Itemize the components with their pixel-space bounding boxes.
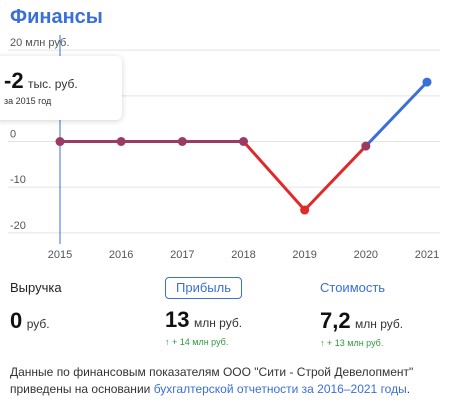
tooltip-caption: за 2015 год	[4, 96, 52, 106]
series-segment	[242, 140, 307, 212]
x-tick-label: 2015	[48, 249, 72, 261]
source-note-link[interactable]: бухгалтерской отчетности за 2016–2021 го…	[153, 382, 407, 396]
finance-chart-svg: 20 млн руб. 0 -10 -20 2015 2016 2017 2018 2019 20…	[8, 35, 440, 261]
tooltip-unit: тыс. руб.	[28, 77, 78, 91]
finance-chart[interactable]: 20 млн руб. 0 -10 -20 2015 2016 2017 2018 2019 20…	[0, 30, 466, 270]
metric-worth[interactable]: Стоимость 7,2 млн руб. ↑ + 13 млн руб.	[320, 276, 403, 348]
data-point	[300, 205, 310, 215]
y-tick-label: 20 млн руб.	[10, 37, 69, 49]
tooltip-value: -2	[4, 68, 24, 93]
x-tick-label: 2021	[415, 249, 439, 261]
metric-worth-unit: млн руб.	[355, 317, 404, 331]
metric-revenue-value: 0 руб.	[10, 308, 62, 334]
metric-worth-number: 7,2	[320, 308, 351, 333]
metric-worth-link[interactable]: Стоимость	[320, 280, 386, 295]
metric-worth-value: 7,2 млн руб.	[320, 308, 403, 334]
chart-tooltip: -2 тыс. руб. за 2015 год	[0, 56, 122, 120]
x-tick-label: 2016	[109, 249, 133, 261]
metric-profit-number: 13	[165, 307, 190, 332]
metric-revenue-unit: руб.	[26, 317, 50, 331]
source-note-end: .	[406, 382, 411, 396]
data-point	[239, 137, 248, 146]
x-tick-label: 2020	[354, 249, 378, 261]
metric-profit[interactable]: Прибыль 13 млн руб. ↑ + 14 млн руб.	[165, 276, 242, 347]
series-segment	[303, 144, 368, 212]
x-tick-label: 2018	[231, 249, 255, 261]
metric-revenue[interactable]: Выручка 0 руб.	[10, 276, 62, 334]
metrics-row: Выручка 0 руб. Прибыль 13 млн руб. ↑ + 1…	[0, 276, 466, 352]
data-point	[116, 137, 126, 146]
source-note-text: Данные по финансовым показателям ООО "Си…	[10, 365, 414, 396]
metric-profit-unit: млн руб.	[193, 316, 243, 330]
y-tick-label: 0	[10, 129, 16, 141]
data-point	[177, 137, 187, 146]
y-tick-label: -10	[10, 174, 26, 186]
data-point	[361, 141, 371, 151]
source-note: Данные по финансовым показателям ООО "Си…	[10, 364, 460, 398]
x-tick-label: 2017	[170, 249, 194, 261]
metric-revenue-number: 0	[10, 308, 23, 333]
metric-worth-delta: ↑ + 13 млн руб.	[320, 338, 384, 348]
data-point	[55, 137, 65, 147]
y-tick-label: -20	[10, 220, 26, 232]
metric-revenue-label[interactable]: Выручка	[10, 280, 62, 295]
series-segment	[364, 80, 429, 148]
metric-profit-button[interactable]: Прибыль	[165, 277, 242, 299]
data-point	[422, 77, 432, 87]
section-title: Финансы	[10, 6, 103, 28]
metric-profit-value: 13 млн руб.	[165, 307, 242, 333]
x-tick-label: 2019	[292, 249, 316, 261]
metric-profit-delta: ↑ + 14 млн руб.	[165, 337, 229, 347]
